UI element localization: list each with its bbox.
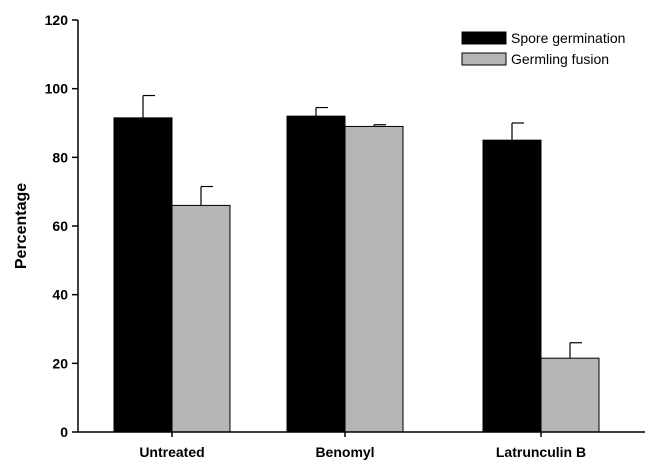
bar-germling-fusion [171, 204, 231, 433]
y-tick-label: 40 [52, 287, 68, 303]
y-axis-title: Percentage [13, 183, 30, 269]
y-tick-label: 20 [52, 355, 68, 371]
x-tick-label: Untreated [139, 444, 204, 460]
legend-label-spore-germination: Spore germination [511, 30, 625, 46]
x-tick-label: Benomyl [315, 444, 374, 460]
bar-germling-fusion [344, 125, 404, 433]
plot-area [113, 94, 600, 433]
legend-swatch-germling-fusion [461, 52, 507, 66]
y-tick-label: 0 [60, 424, 68, 440]
bar-germling-fusion [540, 357, 600, 433]
legend-swatch-spore-germination [461, 31, 507, 45]
y-tick-label: 80 [52, 149, 68, 165]
axes: 0 20 40 60 80 100 120 Untreated Benomyl Latruncul… [45, 12, 645, 460]
bar-spore-germination [482, 139, 542, 433]
legend: Spore germination Germling fusion [461, 30, 625, 67]
legend-label-germling-fusion: Germling fusion [511, 51, 609, 67]
y-tick-label: 100 [45, 81, 69, 97]
bar-spore-germination [113, 117, 173, 433]
x-tick-label: Latrunculin B [496, 444, 586, 460]
bar-spore-germination [286, 115, 346, 433]
y-tick-label: 60 [52, 218, 68, 234]
y-tick-label: 120 [45, 12, 69, 28]
